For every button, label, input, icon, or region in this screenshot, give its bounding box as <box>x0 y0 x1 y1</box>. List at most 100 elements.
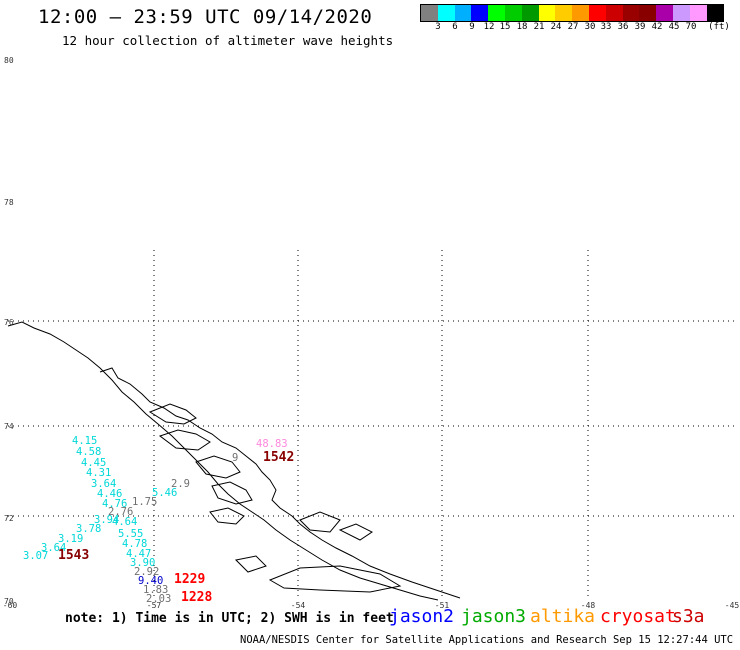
wave-height-label: 3.78 <box>76 523 102 535</box>
wave-height-label: 2.92 <box>134 566 160 578</box>
wave-height-label: 3.19 <box>58 533 84 545</box>
footer-credit: NOAA/NESDIS Center for Satellite Applica… <box>240 634 740 646</box>
satellite-legend-jason3: jason3 <box>461 606 527 627</box>
satellite-legend-s3a: s3a <box>672 606 705 627</box>
pass-id-label: 1542 <box>263 450 295 465</box>
color-legend-tick: 21 <box>533 22 545 32</box>
wave-height-label: 4.78 <box>122 538 148 550</box>
color-swatch <box>588 5 606 21</box>
wave-height-label: 48.83 <box>256 438 288 450</box>
wave-height-label: 4.76 <box>102 498 128 510</box>
longitude-label: -60 <box>2 601 18 610</box>
longitude-label: -48 <box>580 601 596 610</box>
wave-height-label: 4.46 <box>97 488 123 500</box>
color-swatch <box>555 5 573 21</box>
latitude-label: 80 <box>4 56 14 65</box>
color-legend-tick: 45 <box>668 22 680 32</box>
island-6 <box>268 565 402 593</box>
page-subtitle: 12 hour collection of altimeter wave hei… <box>62 33 394 48</box>
wave-height-label: 1.75 <box>132 496 158 508</box>
island-8 <box>338 523 373 541</box>
wave-height-label: 4.47 <box>126 548 152 560</box>
latitude-label: 72 <box>4 514 14 523</box>
longitude-label: -54 <box>290 601 306 610</box>
color-swatch <box>538 5 556 21</box>
color-swatch <box>639 5 657 21</box>
color-legend <box>420 4 725 22</box>
color-legend-tick: 15 <box>499 22 511 32</box>
wave-height-label: 2.9 <box>171 478 190 490</box>
color-swatch <box>605 5 623 21</box>
latitude-label: 76 <box>4 318 14 327</box>
latitude-label: 74 <box>4 422 14 431</box>
color-swatch <box>622 5 640 21</box>
pass-id-label: 1543 <box>58 548 90 563</box>
color-swatch <box>504 5 522 21</box>
color-swatch <box>421 5 438 21</box>
color-swatch <box>454 5 472 21</box>
coastline-main <box>7 321 439 601</box>
island-5 <box>209 507 245 525</box>
longitude-label: -57 <box>146 601 162 610</box>
color-legend-tick: 24 <box>550 22 562 32</box>
color-legend-tick: 18 <box>516 22 528 32</box>
color-legend-tick: 70 <box>685 22 697 32</box>
wave-height-label: 2.03 <box>146 593 172 605</box>
satellite-legend-cryosat: cryosat <box>600 606 676 627</box>
graticule <box>8 250 735 600</box>
color-legend-tick: (ft) <box>708 22 730 32</box>
coastline <box>7 321 461 601</box>
pass-id-label: 1229 <box>174 572 206 587</box>
wave-height-label: 3.07 <box>23 550 49 562</box>
wave-height-label: 5.46 <box>152 487 178 499</box>
latitude-label: 78 <box>4 198 14 207</box>
wave-height-label: 4.64 <box>112 516 138 528</box>
color-legend-tick: 27 <box>567 22 579 32</box>
color-legend-ticks: 3 6 9 12 15 18 21 24 27 30 33 36 39 42 45 70 (ft) <box>0 22 740 34</box>
color-legend-tick: 9 <box>469 22 475 32</box>
island-7 <box>299 511 341 533</box>
color-swatch <box>488 5 505 21</box>
island-2 <box>158 429 211 451</box>
wave-height-label: 2.76 <box>108 506 134 518</box>
color-legend-tick: 6 <box>452 22 458 32</box>
wave-height-label: 5.55 <box>118 528 144 540</box>
longitude-label: -51 <box>434 601 450 610</box>
color-swatch <box>689 5 707 21</box>
color-swatch <box>437 5 455 21</box>
wave-height-label: 4.58 <box>76 446 102 458</box>
color-legend-tick: 39 <box>634 22 646 32</box>
color-legend-tick: 3 <box>435 22 441 32</box>
wave-height-label: 3.90 <box>130 557 156 569</box>
color-swatch <box>656 5 673 21</box>
color-swatch <box>521 5 539 21</box>
wave-height-label: 3.64 <box>41 542 67 554</box>
latitude-label: 70 <box>4 597 14 606</box>
color-legend-tick: 36 <box>617 22 629 32</box>
island-9 <box>234 555 267 573</box>
color-legend-tick: 33 <box>600 22 612 32</box>
wave-height-label: 3.64 <box>91 478 117 490</box>
coastline-inner <box>99 367 461 599</box>
wave-height-label: 4.15 <box>72 435 98 447</box>
island-1 <box>148 403 197 425</box>
page-title: 12:00 – 23:59 UTC 09/14/2020 <box>38 6 373 28</box>
wave-height-label: 3.94 <box>94 514 120 526</box>
satellite-legend-altika: altika <box>530 606 596 627</box>
longitude-label: -45 <box>724 601 740 610</box>
island-4 <box>211 481 253 505</box>
color-swatch <box>706 5 724 21</box>
footer-note: note: 1) Time is in UTC; 2) SWH is in fe… <box>65 611 394 626</box>
color-swatch <box>471 5 489 21</box>
color-legend-tick: 12 <box>483 22 495 32</box>
wave-height-label: 4.45 <box>81 457 107 469</box>
satellite-legend-jason2: jason2 <box>389 606 455 627</box>
wave-height-label: 9 <box>232 452 239 464</box>
pass-id-label: 1228 <box>181 590 213 605</box>
color-swatch <box>672 5 690 21</box>
wave-height-label: 4.31 <box>86 467 112 479</box>
island-3 <box>195 455 241 479</box>
color-legend-tick: 30 <box>584 22 596 32</box>
wave-height-label: 9.40 <box>138 575 164 587</box>
